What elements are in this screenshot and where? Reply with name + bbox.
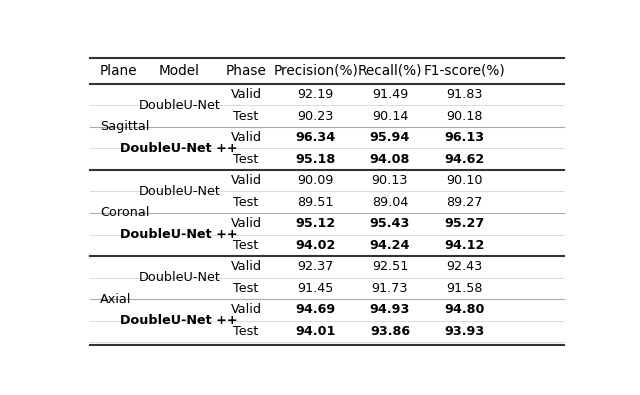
Text: 92.19: 92.19	[298, 88, 333, 101]
Text: 94.62: 94.62	[444, 152, 484, 166]
Text: Axial: Axial	[100, 293, 131, 306]
Text: 90.10: 90.10	[446, 174, 483, 187]
Text: 90.18: 90.18	[446, 109, 483, 122]
Text: 95.94: 95.94	[370, 131, 410, 144]
Text: Precision(%): Precision(%)	[273, 64, 358, 78]
Text: DoubleU-Net ++: DoubleU-Net ++	[120, 228, 238, 241]
Text: Test: Test	[234, 325, 259, 338]
Text: Coronal: Coronal	[100, 207, 149, 220]
Text: 90.09: 90.09	[298, 174, 334, 187]
Text: 89.51: 89.51	[298, 196, 334, 209]
Text: Test: Test	[234, 196, 259, 209]
Text: 94.02: 94.02	[296, 239, 336, 252]
Text: Test: Test	[234, 282, 259, 295]
Text: 91.49: 91.49	[372, 88, 408, 101]
Text: 89.04: 89.04	[372, 196, 408, 209]
Text: Test: Test	[234, 152, 259, 166]
Text: 93.93: 93.93	[444, 325, 484, 338]
Text: 92.37: 92.37	[298, 260, 334, 273]
Text: 90.23: 90.23	[298, 109, 334, 122]
Text: 95.18: 95.18	[296, 152, 336, 166]
Text: 94.12: 94.12	[444, 239, 484, 252]
Text: Valid: Valid	[230, 260, 262, 273]
Text: 95.43: 95.43	[370, 217, 410, 230]
Text: 94.08: 94.08	[370, 152, 410, 166]
Text: 91.73: 91.73	[372, 282, 408, 295]
Text: 94.24: 94.24	[370, 239, 410, 252]
Text: Sagittal: Sagittal	[100, 120, 149, 133]
Text: 93.86: 93.86	[370, 325, 410, 338]
Text: 96.34: 96.34	[296, 131, 336, 144]
Text: Valid: Valid	[230, 88, 262, 101]
Text: 91.58: 91.58	[446, 282, 483, 295]
Text: DoubleU-Net ++: DoubleU-Net ++	[120, 142, 238, 155]
Text: Recall(%): Recall(%)	[358, 64, 422, 78]
Text: 94.93: 94.93	[370, 303, 410, 316]
Text: 91.45: 91.45	[298, 282, 334, 295]
Text: 92.43: 92.43	[446, 260, 483, 273]
Text: 91.83: 91.83	[446, 88, 483, 101]
Text: Valid: Valid	[230, 303, 262, 316]
Text: DoubleU-Net: DoubleU-Net	[138, 99, 220, 112]
Text: DoubleU-Net: DoubleU-Net	[138, 185, 220, 198]
Text: DoubleU-Net: DoubleU-Net	[138, 271, 220, 284]
Text: Plane: Plane	[100, 64, 138, 78]
Text: 94.01: 94.01	[296, 325, 336, 338]
Text: DoubleU-Net ++: DoubleU-Net ++	[120, 314, 238, 327]
Text: 89.27: 89.27	[446, 196, 483, 209]
Text: 95.12: 95.12	[296, 217, 336, 230]
Text: Valid: Valid	[230, 174, 262, 187]
Text: 96.13: 96.13	[444, 131, 484, 144]
Text: 94.80: 94.80	[444, 303, 484, 316]
Text: Test: Test	[234, 109, 259, 122]
Text: 92.51: 92.51	[372, 260, 408, 273]
Text: Model: Model	[159, 64, 200, 78]
Text: Valid: Valid	[230, 217, 262, 230]
Text: Phase: Phase	[226, 64, 267, 78]
Text: Test: Test	[234, 239, 259, 252]
Text: F1-score(%): F1-score(%)	[424, 64, 505, 78]
Text: 90.14: 90.14	[372, 109, 408, 122]
Text: 94.69: 94.69	[296, 303, 336, 316]
Text: 95.27: 95.27	[444, 217, 484, 230]
Text: Valid: Valid	[230, 131, 262, 144]
Text: 90.13: 90.13	[372, 174, 408, 187]
